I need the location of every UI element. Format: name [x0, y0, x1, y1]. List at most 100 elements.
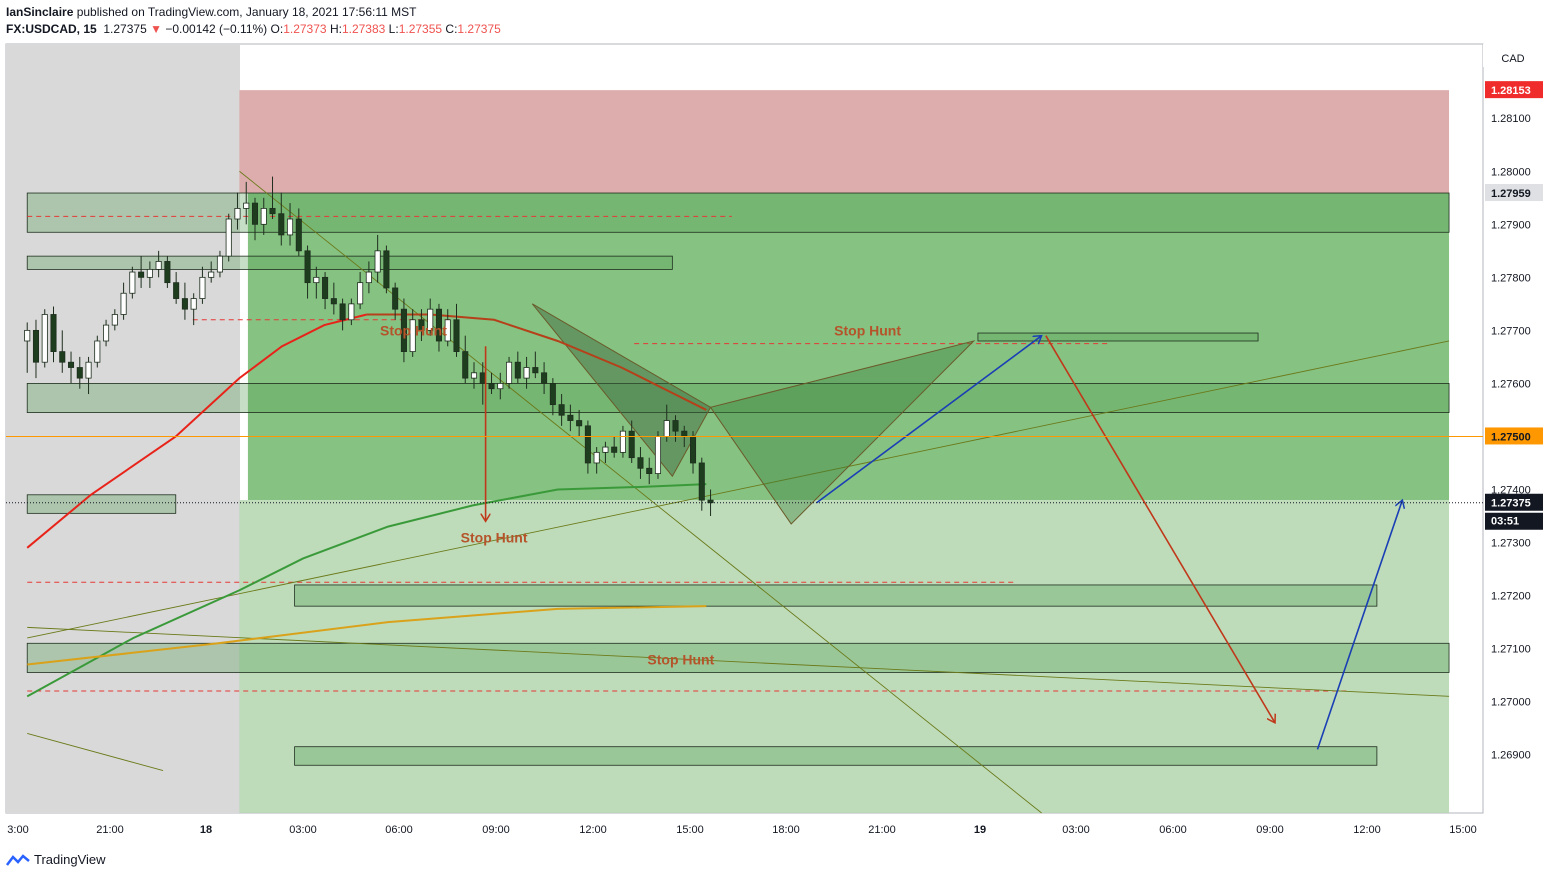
candle-body[interactable] — [541, 372, 548, 384]
candle-body[interactable] — [514, 361, 521, 379]
stop-hunt-label[interactable]: Stop Hunt — [380, 323, 447, 339]
zone-box[interactable] — [26, 642, 1450, 673]
candle-body[interactable] — [470, 372, 478, 379]
candle-body[interactable] — [427, 308, 434, 331]
stop-hunt-label[interactable]: Stop Hunt — [647, 652, 714, 668]
candle-body[interactable] — [295, 218, 302, 252]
candle-body[interactable] — [103, 324, 110, 342]
candle-body[interactable] — [602, 446, 609, 453]
tradingview-logo[interactable]: TradingView — [6, 852, 106, 867]
candle-body[interactable] — [479, 372, 486, 384]
candle-body[interactable] — [278, 213, 285, 236]
candle-body[interactable] — [593, 451, 600, 464]
stop-hunt-label[interactable]: Stop Hunt — [834, 323, 901, 339]
candle-body[interactable] — [67, 361, 75, 368]
candle-body[interactable] — [365, 271, 372, 284]
candle-body[interactable] — [462, 351, 469, 379]
candle-body[interactable] — [41, 314, 48, 363]
publisher-name[interactable]: IanSinclaire — [6, 5, 74, 19]
moving-average-line[interactable] — [26, 483, 707, 698]
candle-body[interactable] — [129, 271, 136, 294]
candle-body[interactable] — [32, 329, 40, 363]
candle-body[interactable] — [348, 303, 355, 321]
candle-body[interactable] — [120, 292, 127, 315]
candle-body[interactable] — [260, 208, 267, 225]
candle-body[interactable] — [173, 282, 180, 299]
candle-body[interactable] — [313, 276, 320, 284]
candle-body[interactable] — [444, 319, 451, 342]
candle-body[interactable] — [181, 298, 188, 310]
time-axis[interactable]: 3:00 21:00 18 03:00 06:00 09:00 12:00 15:00 18:0… — [7, 824, 1476, 836]
candle-body[interactable] — [234, 208, 241, 220]
candle-body[interactable] — [497, 383, 504, 390]
candle-body[interactable] — [409, 319, 416, 352]
trend-line[interactable] — [239, 170, 1042, 814]
candle-body[interactable] — [672, 420, 679, 432]
candle-body[interactable] — [304, 250, 311, 284]
zone-box[interactable] — [294, 746, 1378, 766]
projection-arrow[interactable] — [1045, 335, 1275, 723]
candle-body[interactable] — [85, 361, 92, 379]
trend-line[interactable] — [27, 626, 1450, 697]
candle-body[interactable] — [111, 314, 118, 326]
candle-body[interactable] — [287, 218, 294, 236]
candle-body[interactable] — [558, 404, 565, 416]
candle-body[interactable] — [155, 261, 162, 270]
zone-box[interactable] — [26, 255, 673, 270]
candle-body[interactable] — [374, 250, 381, 273]
zone-box[interactable] — [26, 383, 1450, 413]
candle-body[interactable] — [619, 430, 626, 453]
candle-body[interactable] — [24, 329, 31, 342]
zone-box[interactable] — [294, 584, 1378, 607]
candle-body[interactable] — [208, 271, 215, 278]
stop-hunt-label[interactable]: Stop Hunt — [461, 530, 528, 546]
candle-body[interactable] — [190, 298, 197, 310]
candle-body[interactable] — [392, 287, 399, 310]
candle-body[interactable] — [654, 436, 662, 474]
candle-body[interactable] — [523, 367, 530, 379]
candle-body[interactable] — [435, 308, 442, 342]
candle-body[interactable] — [707, 499, 714, 504]
candle-body[interactable] — [269, 208, 276, 215]
candle-body[interactable] — [637, 457, 644, 469]
price-axis[interactable]: 1.28100 1.28000 1.27900 1.27800 1.27700 1.276… — [1485, 81, 1543, 762]
candle-body[interactable] — [453, 319, 460, 352]
candle-body[interactable] — [567, 414, 574, 421]
candle-body[interactable] — [322, 276, 329, 299]
candle-body[interactable] — [611, 446, 618, 453]
candle-body[interactable] — [488, 383, 495, 390]
candle-body[interactable] — [689, 436, 697, 464]
candle-body[interactable] — [506, 361, 513, 384]
candle-body[interactable] — [138, 271, 145, 278]
candle-body[interactable] — [216, 255, 223, 273]
candle-body[interactable] — [50, 314, 57, 352]
zone-box[interactable] — [977, 332, 1259, 342]
moving-average-line[interactable] — [27, 605, 707, 666]
candle-body[interactable] — [199, 276, 206, 299]
candle-body[interactable] — [330, 298, 337, 305]
candle-body[interactable] — [357, 282, 364, 305]
candle-body[interactable] — [576, 420, 583, 427]
projection-arrow[interactable] — [816, 336, 1042, 504]
candle-body[interactable] — [400, 308, 407, 353]
candle-body[interactable] — [225, 218, 232, 257]
trend-line[interactable] — [27, 340, 1450, 639]
candle-body[interactable] — [584, 425, 591, 464]
candle-body[interactable] — [698, 462, 705, 501]
candle-body[interactable] — [146, 268, 153, 278]
candle-body[interactable] — [663, 420, 670, 437]
candle-body[interactable] — [532, 367, 539, 374]
candle-body[interactable] — [251, 202, 259, 225]
candle-body[interactable] — [681, 430, 688, 437]
trend-line[interactable] — [27, 733, 164, 772]
candle-body[interactable] — [339, 303, 346, 321]
candle-body[interactable] — [383, 250, 390, 289]
candle-body[interactable] — [549, 383, 556, 406]
candle-body[interactable] — [243, 202, 250, 209]
candle-body[interactable] — [94, 340, 101, 363]
zone-box[interactable] — [26, 494, 177, 514]
moving-average-line[interactable] — [26, 313, 368, 549]
candle-body[interactable] — [646, 467, 653, 474]
candle-body[interactable] — [418, 319, 425, 331]
